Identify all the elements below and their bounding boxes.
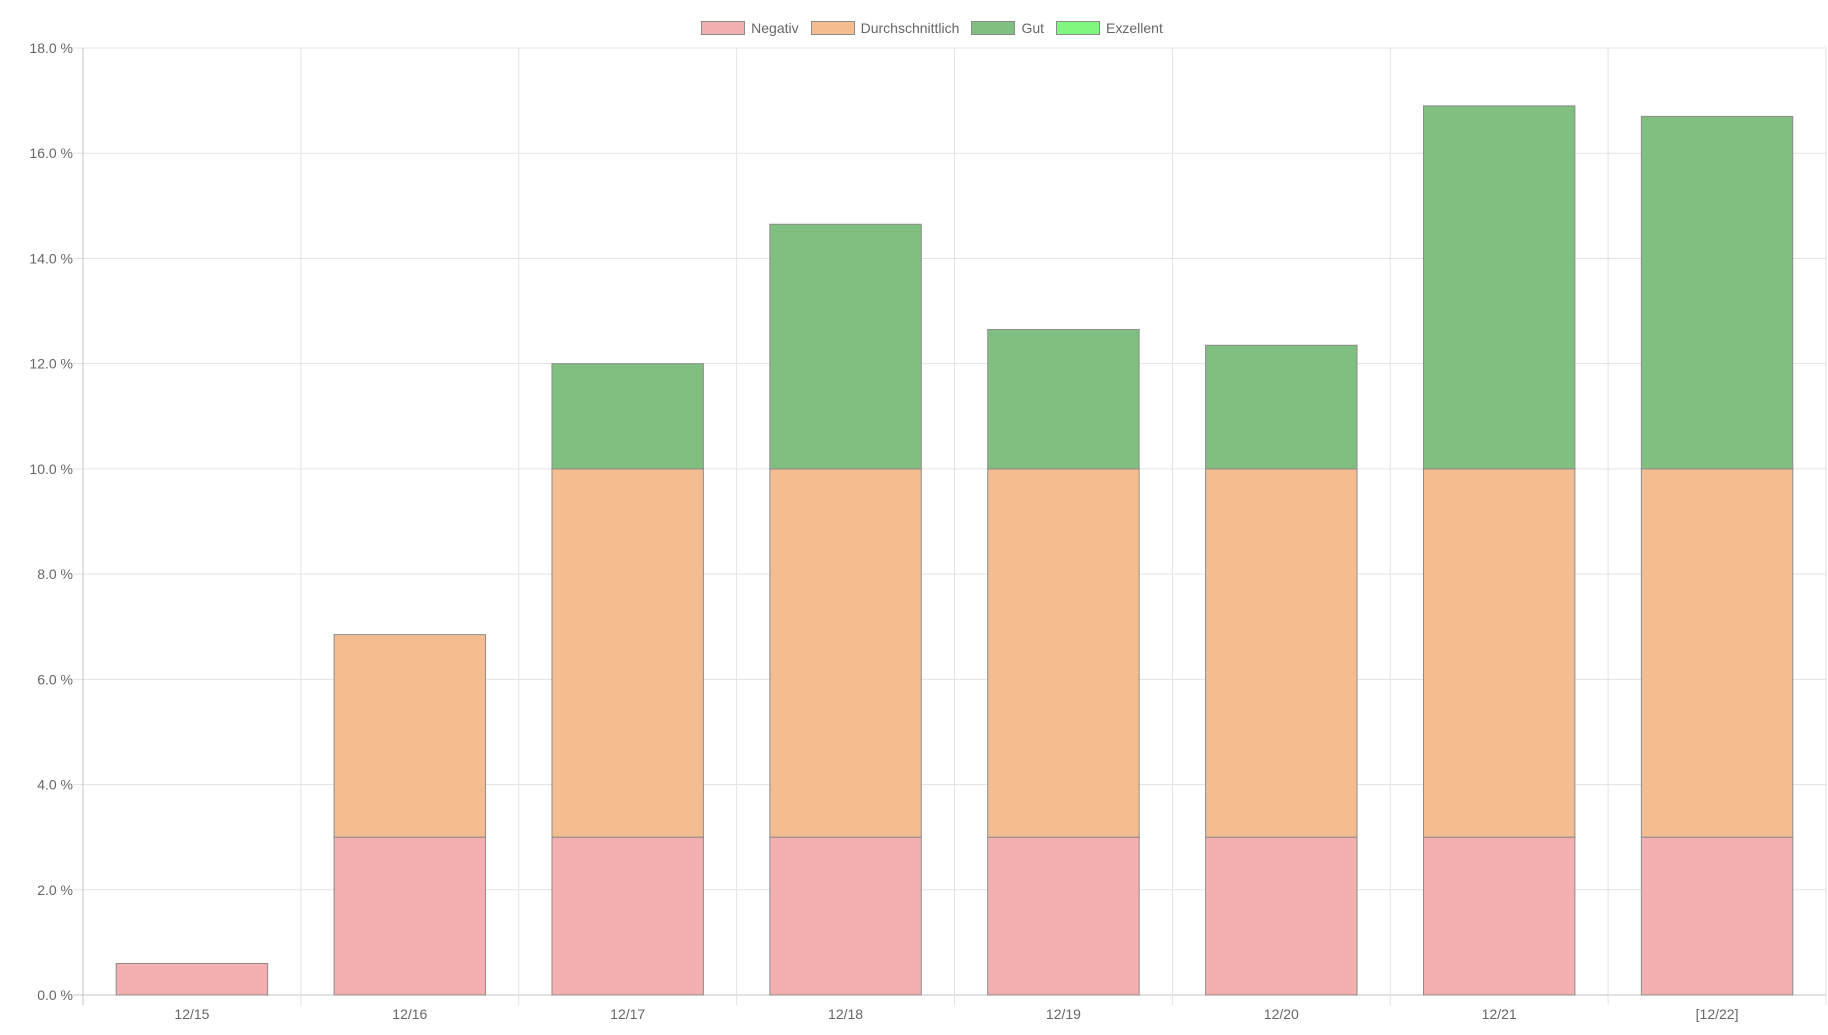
- x-tick-label: 12/19: [1046, 1006, 1081, 1022]
- bar-segment: [769, 223, 922, 470]
- y-tick-label: 6.0 %: [37, 671, 73, 687]
- bar-segment: [769, 836, 922, 996]
- x-tick-label: 12/18: [828, 1006, 863, 1022]
- bar-segment: [1205, 836, 1358, 996]
- bar-segment: [987, 468, 1140, 838]
- bar-segment: [1640, 836, 1794, 996]
- bar-segment: [551, 468, 704, 838]
- legend-label: Negativ: [751, 20, 799, 36]
- bar-segment: [333, 634, 487, 838]
- y-tick-label: 16.0 %: [29, 145, 73, 161]
- legend-label: Exzellent: [1106, 20, 1163, 36]
- bar-segment: [1422, 836, 1576, 996]
- y-tick-label: 10.0 %: [29, 461, 73, 477]
- bar-segment: [1422, 105, 1576, 470]
- bar-segment: [1640, 468, 1794, 838]
- bar-segment: [769, 468, 922, 838]
- legend-swatch: [1056, 21, 1101, 35]
- legend-label: Gut: [1021, 20, 1045, 36]
- bar-segment: [551, 836, 704, 996]
- y-tick-label: 0.0 %: [37, 987, 73, 1003]
- x-tick-label: 12/20: [1264, 1006, 1299, 1022]
- bar-segment: [115, 962, 269, 996]
- bar-segment: [987, 328, 1140, 470]
- legend-item[interactable]: Gut: [971, 20, 1044, 36]
- legend-label: Durchschnittlich: [860, 20, 960, 36]
- y-tick-label: 14.0 %: [29, 250, 73, 266]
- legend-item[interactable]: Exzellent: [1056, 20, 1163, 36]
- legend-item[interactable]: Negativ: [701, 20, 799, 36]
- x-tick-label: 12/16: [392, 1006, 427, 1022]
- bar-segment: [551, 363, 704, 470]
- y-tick-label: 2.0 %: [37, 882, 73, 898]
- y-tick-label: 18.0 %: [29, 40, 73, 56]
- legend-swatch: [701, 21, 746, 35]
- legend-swatch: [971, 21, 1016, 35]
- bar-segment: [333, 836, 487, 996]
- chart-legend: Negativ Durchschnittlich Gut Exzellent: [0, 18, 1828, 38]
- x-tick-label: [12/22]: [1696, 1006, 1739, 1022]
- bar-segment: [1422, 468, 1576, 838]
- legend-item[interactable]: Durchschnittlich: [810, 20, 960, 36]
- bar-segment: [1640, 115, 1794, 470]
- y-tick-label: 12.0 %: [29, 356, 73, 372]
- bar-segment: [1205, 468, 1358, 838]
- x-tick-label: 12/21: [1482, 1006, 1517, 1022]
- y-tick-label: 8.0 %: [37, 566, 73, 582]
- x-tick-label: 12/15: [174, 1006, 209, 1022]
- bar-segment: [1205, 344, 1358, 470]
- y-tick-label: 4.0 %: [37, 777, 73, 793]
- bar-segment: [987, 836, 1140, 996]
- legend-swatch: [810, 21, 855, 35]
- x-tick-label: 12/17: [610, 1006, 645, 1022]
